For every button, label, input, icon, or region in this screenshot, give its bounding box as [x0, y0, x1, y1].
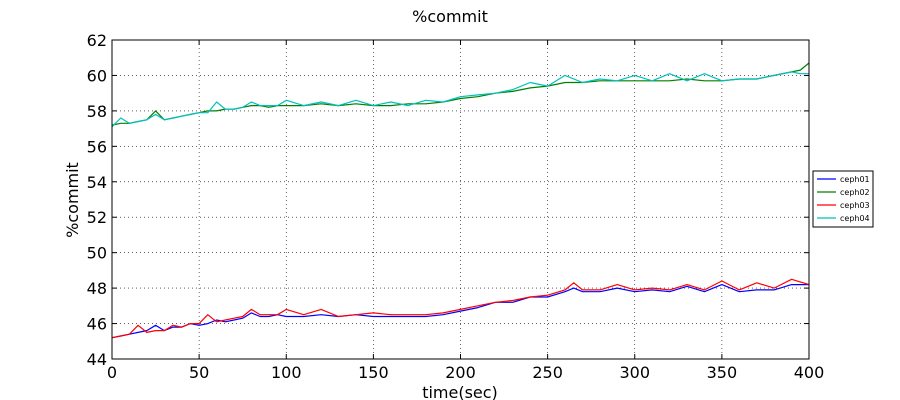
x-tick-label: 50	[189, 363, 209, 382]
axis-ticks: 0 50 100 150 200 250 300 350 400 44 46 48 50 52 54 56 58…	[87, 31, 825, 382]
legend-label-ceph03: ceph03	[840, 201, 870, 210]
legend-label-ceph04: ceph04	[840, 214, 870, 223]
x-tick-label: 300	[619, 363, 650, 382]
x-tick-label: 200	[445, 363, 476, 382]
x-axis-label: time(sec)	[422, 383, 498, 400]
x-tick-label: 0	[107, 363, 117, 382]
y-tick-label: 50	[87, 244, 107, 263]
legend-label-ceph01: ceph01	[840, 175, 870, 184]
x-tick-label: 150	[358, 363, 389, 382]
legend-label-ceph02: ceph02	[840, 188, 870, 197]
y-tick-label: 62	[87, 31, 107, 50]
y-tick-label: 44	[87, 350, 107, 369]
y-tick-label: 56	[87, 137, 107, 156]
series-line-ceph03	[111, 278, 810, 339]
legend: ceph01 ceph02 ceph03 ceph04	[812, 170, 874, 228]
x-tick-label: 350	[707, 363, 738, 382]
y-tick-label: 48	[87, 279, 107, 298]
y-tick-label: 52	[87, 208, 107, 227]
y-tick-label: 60	[87, 66, 107, 85]
x-tick-label: 400	[794, 363, 825, 382]
y-axis-label: %commit	[63, 162, 82, 238]
series-lines	[111, 62, 810, 339]
y-tick-label: 58	[87, 102, 107, 121]
chart-title: %commit	[412, 7, 488, 26]
y-tick-label: 46	[87, 315, 107, 334]
y-tick-label: 54	[87, 173, 107, 192]
series-line-ceph04	[111, 71, 809, 128]
x-tick-label: 100	[271, 363, 302, 382]
x-tick-label: 250	[532, 363, 563, 382]
